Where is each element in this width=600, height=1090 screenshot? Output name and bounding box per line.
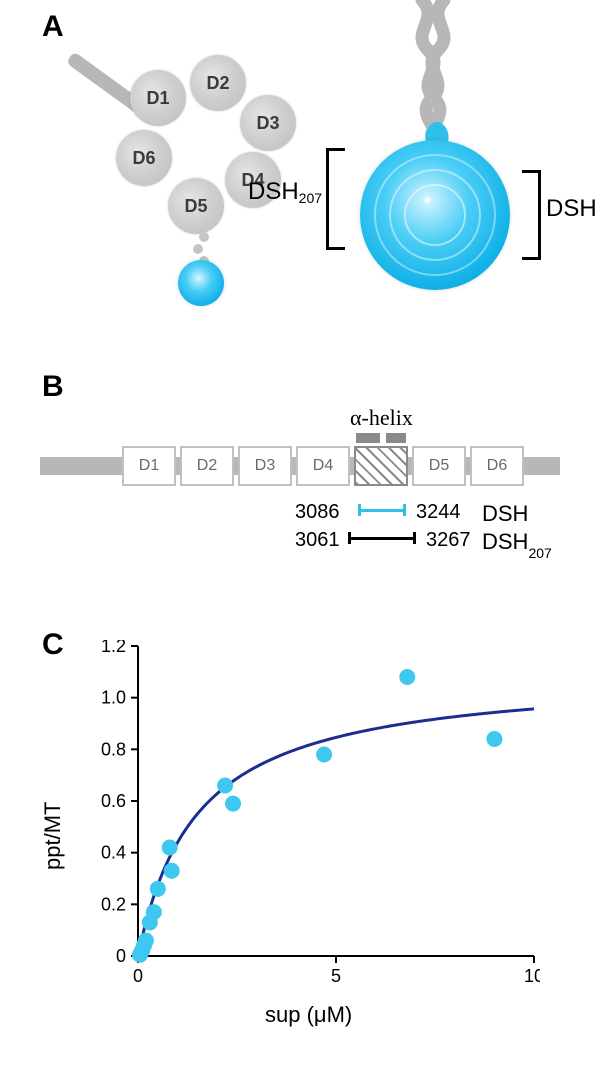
svg-text:0.2: 0.2	[101, 894, 126, 914]
bracket-dsh207	[326, 148, 345, 250]
svg-text:0: 0	[133, 966, 143, 986]
domain-d6-label: D6	[132, 148, 155, 169]
range-dsh207-end: 3267	[426, 529, 471, 552]
range-dsh-line	[358, 509, 406, 512]
domain-box-d3-label: D3	[255, 457, 275, 475]
x-axis-label: sup (μM)	[265, 1002, 352, 1028]
domain-d1-label: D1	[146, 88, 169, 109]
large-blue-sphere-icon	[360, 140, 510, 290]
range-dsh-label: DSH	[482, 501, 528, 527]
binding-curve-chart: 0 5 10 0 0.2 0.4 0.6 0.8 1.0 1.2	[80, 640, 540, 1030]
domain-box-d5-label: D5	[429, 457, 449, 475]
domain-d1: D1	[130, 70, 186, 126]
range-dsh-tick	[403, 504, 406, 516]
domain-box-d4-label: D4	[313, 457, 333, 475]
domain-box-d3: D3	[238, 446, 292, 486]
alpha-helix-label: α-helix	[350, 405, 413, 431]
domain-d3: D3	[240, 95, 296, 151]
range-dsh207-label: DSH207	[482, 529, 552, 557]
panel-a: D1 D2 D3 D4 D5 D6	[0, 0, 600, 360]
svg-text:0.6: 0.6	[101, 791, 126, 811]
svg-text:5: 5	[331, 966, 341, 986]
domain-box-d2: D2	[180, 446, 234, 486]
helix-block	[356, 433, 380, 443]
svg-text:1.0: 1.0	[101, 688, 126, 708]
range-dsh207-start: 3061	[295, 529, 340, 552]
y-axis-label: ppt/MT	[40, 802, 66, 870]
helix-block	[386, 433, 406, 443]
domain-box-d6-label: D6	[487, 457, 507, 475]
tail-bead	[199, 232, 209, 242]
panel-c: 051000.20.40.60.81.01.2 ppt/MT sup (μM)	[80, 640, 540, 1030]
domain-box-d4: D4	[296, 446, 350, 486]
domain-box-d6: D6	[470, 446, 524, 486]
domain-box-d1-label: D1	[139, 457, 159, 475]
svg-text:1.2: 1.2	[101, 640, 126, 656]
domain-box-hatched	[354, 446, 408, 486]
svg-text:0.8: 0.8	[101, 739, 126, 759]
bracket-dsh207-label: DSH207	[248, 178, 322, 206]
svg-text:10: 10	[524, 966, 540, 986]
range-dsh-start: 3086	[295, 501, 340, 524]
svg-text:0: 0	[116, 946, 126, 966]
bracket-dsh-label: DSH	[546, 195, 597, 223]
domain-box-d5: D5	[412, 446, 466, 486]
svg-text:0.4: 0.4	[101, 843, 126, 863]
bracket-dsh	[522, 170, 541, 260]
tail-bead	[193, 244, 203, 254]
domain-d5: D5	[168, 178, 224, 234]
domain-d6: D6	[116, 130, 172, 186]
domain-d2-label: D2	[206, 73, 229, 94]
domain-d3-label: D3	[256, 113, 279, 134]
domain-box-d2-label: D2	[197, 457, 217, 475]
figure-root: A D1 D2 D3 D4 D5 D6	[0, 0, 600, 1090]
panel-b: α-helix D1 D2 D3 D4 D5 D6 3086 3244 DSH	[0, 375, 600, 605]
domain-d5-label: D5	[184, 196, 207, 217]
range-dsh207-tick	[413, 532, 416, 544]
range-dsh-end: 3244	[416, 501, 461, 524]
panel-c-label: C	[42, 628, 64, 662]
domain-d2: D2	[190, 55, 246, 111]
small-blue-sphere-icon	[178, 260, 224, 306]
range-dsh207-line	[348, 537, 416, 540]
domain-box-d1: D1	[122, 446, 176, 486]
